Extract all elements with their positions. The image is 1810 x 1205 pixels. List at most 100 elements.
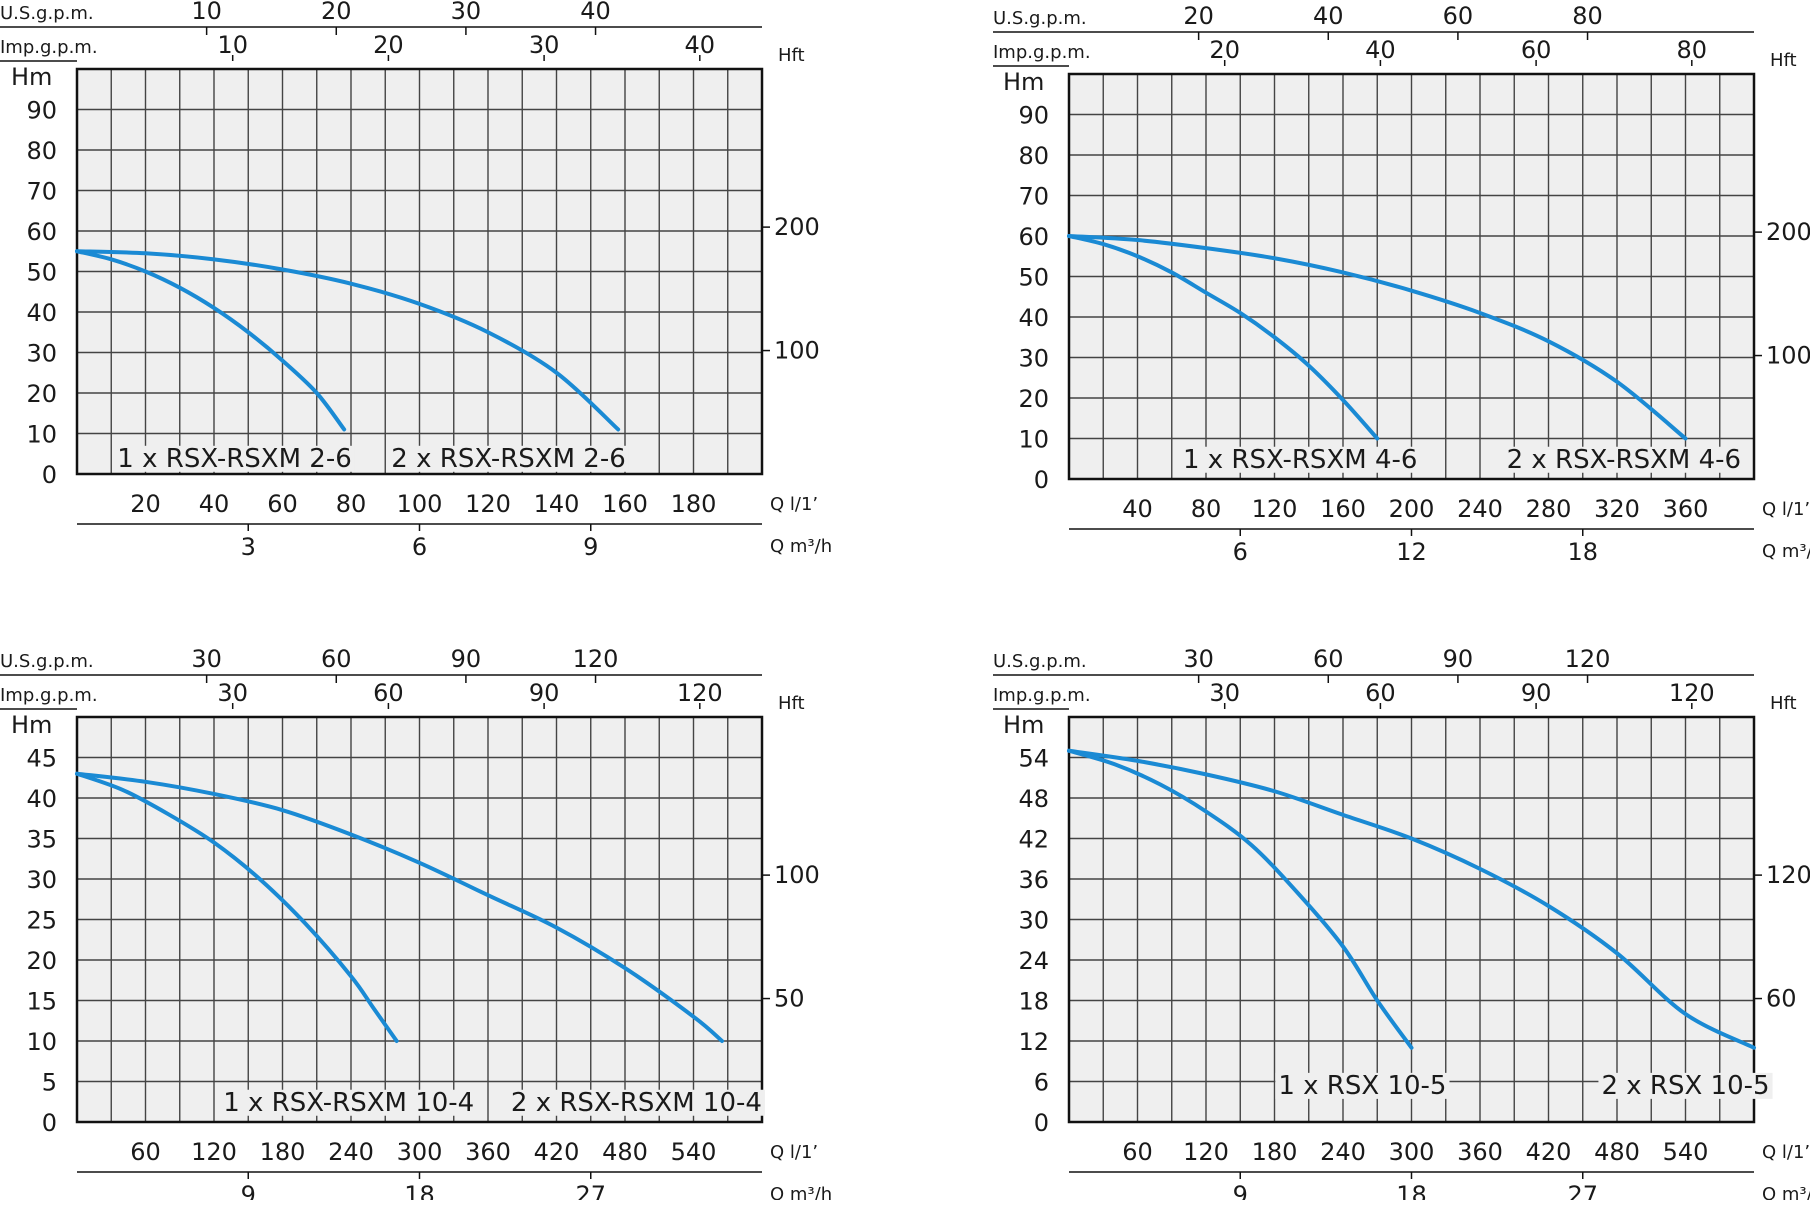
series-label-background bbox=[388, 445, 629, 472]
q-lmin-tick-label: 60 bbox=[267, 490, 298, 518]
y-tick-label: 40 bbox=[26, 785, 57, 813]
series-label: 1 x RSX-RSXM 10-4 bbox=[223, 1088, 474, 1118]
impgpm-tick-label: 60 bbox=[373, 679, 404, 707]
q-lmin-tick-label: 420 bbox=[1526, 1138, 1572, 1166]
series-curve-1 bbox=[1067, 234, 1688, 441]
y-tick-label: 90 bbox=[1018, 102, 1049, 130]
series-label: 2 x RSX-RSXM 2-6 bbox=[391, 444, 625, 474]
hft-axis-label: Hft bbox=[1770, 50, 1797, 71]
series-label: 1 x RSX 10-5 bbox=[1278, 1071, 1446, 1101]
y-tick-label: 24 bbox=[1018, 947, 1049, 975]
q-m3h-tick-label: 9 bbox=[1233, 1181, 1248, 1200]
impgpm-tick-label: 120 bbox=[1669, 679, 1715, 707]
q-lmin-tick-label: 140 bbox=[534, 490, 580, 518]
q-m3h-tick-label: 3 bbox=[241, 533, 256, 561]
y-tick-label: 20 bbox=[26, 947, 57, 975]
chart-rsx-4-6: 0 10 20 30 40 50 60 70 80 90 Hm Hft 100 200 40 80 120 160… bbox=[993, 2, 1810, 566]
usgpm-tick-label: 60 bbox=[1443, 2, 1474, 30]
impgpm-tick-label: 10 bbox=[217, 31, 248, 59]
y-tick-label: 30 bbox=[26, 866, 57, 894]
series-label: 1 x RSX-RSXM 2-6 bbox=[117, 444, 351, 474]
q-lmin-tick-label: 280 bbox=[1526, 495, 1572, 523]
series-label-background bbox=[1179, 446, 1421, 473]
y-tick-label: 42 bbox=[1018, 826, 1049, 854]
impgpm-unit-label: Imp.g.p.m. bbox=[0, 685, 98, 706]
q-lmin-tick-label: 160 bbox=[1320, 495, 1366, 523]
q-m3h-unit-label: Q m³/h bbox=[1762, 541, 1810, 562]
impgpm-tick-label: 30 bbox=[529, 31, 560, 59]
usgpm-tick-label: 10 bbox=[191, 0, 222, 25]
q-lmin-tick-label: 480 bbox=[602, 1138, 648, 1166]
q-lmin-unit-label: Q l/1’ bbox=[1762, 1142, 1810, 1163]
hft-tick-label: 50 bbox=[774, 985, 805, 1013]
q-lmin-tick-label: 240 bbox=[1457, 495, 1503, 523]
impgpm-tick-label: 60 bbox=[1365, 679, 1396, 707]
series-label: 1 x RSX-RSXM 4-6 bbox=[1183, 445, 1417, 475]
series-label-background bbox=[220, 1089, 478, 1116]
q-lmin-tick-label: 120 bbox=[1252, 495, 1298, 523]
usgpm-unit-label: U.S.g.p.m. bbox=[0, 3, 94, 24]
q-lmin-tick-label: 120 bbox=[465, 490, 511, 518]
series-label: 2 x RSX-RSXM 4-6 bbox=[1507, 445, 1741, 475]
q-lmin-tick-label: 540 bbox=[1663, 1138, 1709, 1166]
y-tick-label: 0 bbox=[1034, 466, 1049, 494]
q-lmin-unit-label: Q l/1’ bbox=[1762, 499, 1810, 520]
q-lmin-tick-label: 420 bbox=[534, 1138, 580, 1166]
impgpm-tick-label: 20 bbox=[1209, 36, 1240, 64]
plot-frame bbox=[1067, 72, 1756, 481]
impgpm-unit-label: Imp.g.p.m. bbox=[993, 42, 1091, 63]
series-curve-0 bbox=[75, 771, 399, 1043]
q-lmin-tick-label: 360 bbox=[1663, 495, 1709, 523]
y-tick-label: 15 bbox=[26, 988, 57, 1016]
y-tick-label: 0 bbox=[1034, 1109, 1049, 1137]
q-lmin-tick-label: 240 bbox=[328, 1138, 374, 1166]
chart-rsx-10-5: 0 6 12 18 24 30 36 42 48 54 Hm Hft 60 120 60 120 180 240 3… bbox=[993, 645, 1810, 1205]
hft-tick-label: 120 bbox=[1766, 861, 1810, 889]
impgpm-tick-label: 40 bbox=[1365, 36, 1396, 64]
q-lmin-tick-label: 300 bbox=[1389, 1138, 1435, 1166]
impgpm-tick-label: 60 bbox=[1521, 36, 1552, 64]
y-tick-label: 25 bbox=[26, 907, 57, 935]
q-lmin-tick-label: 60 bbox=[130, 1138, 161, 1166]
impgpm-tick-label: 30 bbox=[1209, 679, 1240, 707]
impgpm-tick-label: 20 bbox=[373, 31, 404, 59]
usgpm-tick-label: 30 bbox=[451, 0, 482, 25]
hft-axis-label: Hft bbox=[778, 45, 805, 66]
usgpm-tick-label: 90 bbox=[1443, 645, 1474, 673]
hft-tick-label: 100 bbox=[774, 337, 820, 365]
y-tick-label: 70 bbox=[1018, 183, 1049, 211]
y-tick-label: 70 bbox=[26, 178, 57, 206]
q-lmin-tick-label: 160 bbox=[602, 490, 648, 518]
q-lmin-tick-label: 80 bbox=[336, 490, 367, 518]
usgpm-tick-label: 40 bbox=[1313, 2, 1344, 30]
q-lmin-tick-label: 300 bbox=[397, 1138, 443, 1166]
plot-grid bbox=[1069, 74, 1754, 479]
q-m3h-tick-label: 18 bbox=[1396, 1181, 1427, 1200]
usgpm-tick-label: 90 bbox=[451, 645, 482, 673]
plot-grid bbox=[1069, 717, 1754, 1122]
y-tick-label: 35 bbox=[26, 826, 57, 854]
y-tick-label: 10 bbox=[26, 1028, 57, 1056]
y-tick-label: 20 bbox=[26, 380, 57, 408]
plot-frame bbox=[75, 715, 764, 1124]
q-m3h-tick-label: 18 bbox=[1567, 538, 1598, 566]
hft-axis-label: Hft bbox=[1770, 693, 1797, 714]
usgpm-unit-label: U.S.g.p.m. bbox=[0, 651, 94, 672]
usgpm-tick-label: 20 bbox=[321, 0, 352, 25]
usgpm-tick-label: 120 bbox=[1565, 645, 1611, 673]
series-curve-1 bbox=[75, 771, 725, 1043]
y-tick-label: 30 bbox=[26, 340, 57, 368]
usgpm-tick-label: 120 bbox=[573, 645, 619, 673]
hft-tick-label: 200 bbox=[1766, 218, 1810, 246]
q-lmin-tick-label: 100 bbox=[397, 490, 443, 518]
y-tick-label: 20 bbox=[1018, 385, 1049, 413]
usgpm-tick-label: 60 bbox=[1313, 645, 1344, 673]
q-lmin-tick-label: 180 bbox=[1252, 1138, 1298, 1166]
q-m3h-tick-label: 6 bbox=[412, 533, 427, 561]
usgpm-tick-label: 80 bbox=[1572, 2, 1603, 30]
impgpm-tick-label: 40 bbox=[685, 31, 716, 59]
usgpm-tick-label: 30 bbox=[191, 645, 222, 673]
series-curve-0 bbox=[75, 249, 347, 432]
usgpm-tick-label: 40 bbox=[580, 0, 611, 25]
